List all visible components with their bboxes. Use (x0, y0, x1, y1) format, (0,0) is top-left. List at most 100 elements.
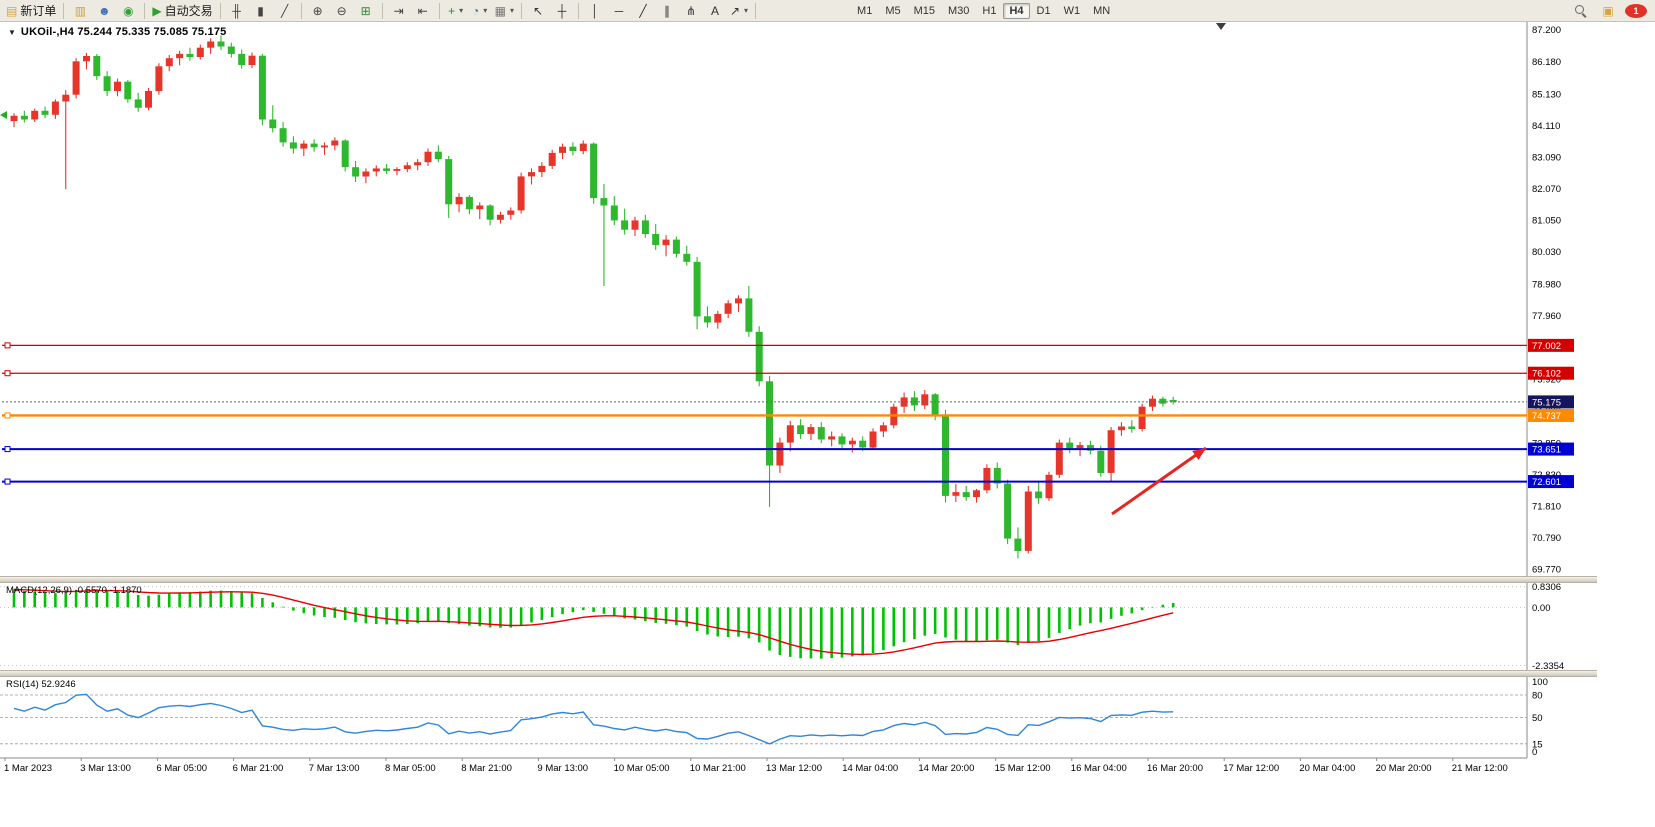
svg-text:16 Mar 20:00: 16 Mar 20:00 (1147, 763, 1203, 774)
timeframe-m15[interactable]: M15 (913, 4, 936, 17)
svg-text:100: 100 (1532, 677, 1548, 688)
svg-text:78.980: 78.980 (1532, 280, 1561, 291)
new-order-button[interactable]: ▤ 新订单 (4, 2, 58, 20)
favorites-icon-glyph: ▣ (1602, 3, 1614, 18)
crosshair-icon[interactable]: ┼ (551, 2, 573, 20)
zoom-out-icon[interactable]: ⊖ (331, 2, 353, 20)
svg-text:10 Mar 21:00: 10 Mar 21:00 (690, 763, 746, 774)
trend-arrow[interactable] (1111, 446, 1207, 516)
chart-symbols-icon[interactable]: ▥ (69, 2, 91, 20)
templates-icon[interactable]: ▦ ▾ (493, 2, 516, 20)
rsi-window-divider[interactable] (0, 670, 1597, 677)
chart-title-text: UKOil-,H4 75.244 75.335 75.085 75.175 (20, 26, 227, 38)
pitchfork-icon[interactable]: ⋔ (680, 2, 702, 20)
svg-text:-2.3354: -2.3354 (1532, 661, 1564, 672)
cursor-icon[interactable]: ↖ (527, 2, 549, 20)
svg-text:71.810: 71.810 (1532, 502, 1561, 513)
svg-text:85.130: 85.130 (1532, 89, 1561, 100)
auto-scroll-icon-glyph: ⇥ (393, 3, 404, 18)
chart-symbols-icon-glyph: ▥ (74, 3, 87, 18)
horizontal-line-icon[interactable]: ─ (608, 2, 630, 20)
dropdown-arrow-icon[interactable]: ▾ (459, 6, 464, 15)
dropdown-arrow-icon[interactable]: ▾ (483, 6, 488, 15)
text-label-icon[interactable]: A (704, 2, 726, 20)
horizontal-line-icon-glyph: ─ (614, 3, 624, 18)
dropdown-arrow-icon[interactable]: ▾ (744, 6, 749, 15)
arrow-objects-icon[interactable]: ↗ ▾ (728, 2, 750, 20)
new-order-button-label: 新订单 (20, 4, 57, 18)
timeframe-m1[interactable]: M1 (857, 4, 873, 17)
tile-windows-icon[interactable]: ⊞ (355, 2, 377, 20)
scroll-left-marker-icon (0, 111, 7, 119)
new-chart-icon-glyph: + (448, 3, 456, 18)
new-chart-icon[interactable]: + ▾ (445, 2, 467, 20)
svg-text:9 Mar 13:00: 9 Mar 13:00 (537, 763, 588, 774)
svg-text:80.030: 80.030 (1532, 247, 1561, 258)
svg-text:0.8306: 0.8306 (1532, 582, 1561, 593)
svg-text:70.790: 70.790 (1532, 533, 1561, 544)
svg-text:81.050: 81.050 (1532, 216, 1561, 227)
timeframe-mn[interactable]: MN (1093, 4, 1111, 17)
toolbar-separator (63, 2, 65, 19)
timeframe-h4[interactable]: H4 (1003, 2, 1030, 19)
line-chart-mode-icon-glyph: ╱ (280, 3, 289, 18)
price-scale[interactable]: 87.200 86.180 85.130 84.110 83.090 82.070 81.0… (1526, 22, 1561, 758)
svg-text:6 Mar 05:00: 6 Mar 05:00 (156, 763, 207, 774)
svg-text:73.651: 73.651 (1532, 445, 1561, 456)
svg-text:14 Mar 20:00: 14 Mar 20:00 (918, 763, 974, 774)
horizontal-line-74.737[interactable]: 74.737 (2, 408, 1574, 422)
time-axis[interactable]: 1 Mar 2023 3 Mar 13:00 6 Mar 05:00 6 Mar 21… (0, 757, 1527, 774)
horizontal-line-76.102[interactable]: 76.102 (2, 366, 1574, 380)
channel-icon[interactable]: ∥ (656, 2, 678, 20)
svg-text:77.002: 77.002 (1532, 341, 1561, 352)
macd-window-divider[interactable] (0, 576, 1597, 583)
rsi-panel[interactable]: 100 80 50 150 (0, 677, 1548, 758)
zoom-in-icon[interactable]: ⊕ (307, 2, 329, 20)
autotrading-button[interactable]: ▶ 自动交易 (150, 2, 214, 20)
trendline-icon-glyph: ╱ (639, 3, 647, 18)
timeframe-m5[interactable]: M5 (885, 4, 901, 17)
svg-text:74.737: 74.737 (1532, 411, 1561, 422)
one-click-trading-toggle[interactable]: ▼ (8, 27, 16, 37)
auto-scroll-icon[interactable]: ⇥ (388, 2, 410, 20)
period-icon[interactable]: ◔ ▾ (469, 2, 491, 20)
timeframe-h1[interactable]: H1 (982, 4, 997, 17)
bar-chart-mode-icon[interactable]: ╫ (226, 2, 248, 20)
favorites-icon[interactable]: ▣ (1597, 2, 1619, 20)
chart-shift-icon[interactable]: ⇤ (412, 2, 434, 20)
user-profile-icon[interactable]: ☻ (93, 2, 115, 20)
search-icon[interactable] (1569, 2, 1591, 20)
toolbar-separator (300, 2, 302, 19)
toolbar-separator (144, 2, 146, 19)
community-icon[interactable]: ◉ (117, 2, 139, 20)
svg-text:21 Mar 12:00: 21 Mar 12:00 (1452, 763, 1508, 774)
candlestick-mode-icon[interactable]: ▮ (250, 2, 272, 20)
svg-text:84.110: 84.110 (1532, 121, 1560, 132)
svg-text:15: 15 (1532, 739, 1543, 750)
arrow-objects-icon-glyph: ↗ (729, 3, 741, 18)
svg-text:6 Mar 21:00: 6 Mar 21:00 (233, 763, 284, 774)
zoom-out-icon-glyph: ⊖ (336, 3, 347, 18)
horizontal-line-73.651[interactable]: 73.651 (2, 442, 1574, 456)
chart-canvas[interactable]: 87.200 86.180 85.130 84.110 83.090 82.070 81.0… (0, 22, 1655, 778)
svg-text:13 Mar 12:00: 13 Mar 12:00 (766, 763, 822, 774)
macd-panel[interactable]: 0.8306 0.00 -2.3354 (0, 582, 1564, 672)
line-chart-mode-icon[interactable]: ╱ (274, 2, 296, 20)
user-profile-icon-glyph: ☻ (98, 3, 111, 18)
vertical-line-icon[interactable]: │ (584, 2, 606, 20)
chart-shift-marker[interactable] (1216, 23, 1226, 30)
toolbar-separator (520, 2, 522, 19)
dropdown-arrow-icon[interactable]: ▾ (509, 6, 514, 15)
toolbar-separator (219, 2, 221, 19)
trendline-icon[interactable]: ╱ (632, 2, 654, 20)
current-price-line: 75.175 (2, 395, 1574, 409)
notifications-badge[interactable]: 1 (1625, 3, 1647, 18)
timeframe-m30[interactable]: M30 (948, 4, 970, 17)
horizontal-line-77.002[interactable]: 77.002 (2, 338, 1574, 352)
timeframe-w1[interactable]: W1 (1063, 4, 1081, 17)
pitchfork-icon-glyph: ⋔ (685, 3, 696, 18)
tile-windows-icon-glyph: ⊞ (360, 3, 371, 18)
svg-text:1 Mar 2023: 1 Mar 2023 (4, 763, 52, 774)
horizontal-line-72.601[interactable]: 72.601 (2, 475, 1574, 489)
timeframe-d1[interactable]: D1 (1036, 4, 1051, 17)
